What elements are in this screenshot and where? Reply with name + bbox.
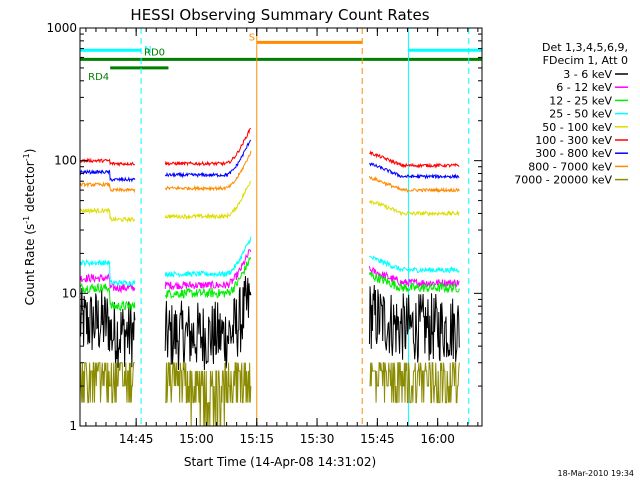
y-tick-label: 10 <box>62 286 77 300</box>
status-flags: N S RD0 RD4 <box>80 32 482 83</box>
legend-header-line-2: FDecim 1, Att 0 <box>543 54 628 67</box>
legend-label-300-800-kev: 300 - 800 keV <box>535 147 612 160</box>
series-25-50-kev-trace <box>369 255 460 274</box>
flag-label-rd0: RD0 <box>144 47 165 58</box>
y-axis-label: Count Rate (s-1 detector-1) <box>22 149 37 306</box>
series-6-12-kev-trace <box>164 249 252 291</box>
series-50-100-kev-trace <box>164 180 251 221</box>
x-tick-label: 15:15 <box>239 432 274 446</box>
y-tick-label: 100 <box>54 154 77 168</box>
legend-header-line-1: Det 1,3,4,5,6,9, <box>542 41 628 54</box>
legend-label-12-25-kev: 12 - 25 keV <box>549 94 612 107</box>
chart-title: HESSI Observing Summary Count Rates <box>130 6 429 24</box>
legend-label-7000-20000-kev: 7000 - 20000 keV <box>514 174 612 187</box>
y-tick-label: 1000 <box>46 21 77 35</box>
series-25-50-kev-trace <box>164 236 252 278</box>
plot-frame <box>79 27 483 427</box>
flag-label-s: S <box>249 32 255 43</box>
series-25-50-kev-trace <box>80 258 136 287</box>
series-12-25-kev-trace <box>164 256 252 300</box>
flag-label-rd4: RD4 <box>88 72 109 83</box>
series-100-300-kev-trace <box>164 127 251 167</box>
series-6-12-kev-trace <box>368 266 460 288</box>
series-12-25-kev-trace <box>368 271 460 294</box>
legend-label-800-7000-kev: 800 - 7000 keV <box>528 160 612 173</box>
x-axis-label: Start Time (14-Apr-08 14:31:02) <box>184 455 376 469</box>
legend: Det 1,3,4,5,6,9, FDecim 1, Att 0 3 - 6 k… <box>514 41 628 187</box>
legend-label-6-12-kev: 6 - 12 keV <box>556 81 612 94</box>
series-800-7000-kev-trace <box>368 175 460 194</box>
interval-markers <box>80 28 470 426</box>
x-tick-label: 15:00 <box>179 432 214 446</box>
series-300-800-kev-trace <box>369 162 460 180</box>
x-tick-label: 14:45 <box>119 432 154 446</box>
axes: 14:45 15:00 15:15 15:30 15:45 16:00 1 10 100 1000 <box>46 21 482 446</box>
legend-label-25-50-kev: 25 - 50 keV <box>549 108 612 121</box>
series-100-300-kev-trace <box>80 157 136 167</box>
series-50-100-kev-trace <box>80 207 136 224</box>
series-800-7000-kev-trace <box>80 181 136 194</box>
series-300-800-kev-trace <box>80 168 136 183</box>
x-tick-label: 15:30 <box>300 432 335 446</box>
series-300-800-kev-trace <box>164 139 252 179</box>
legend-label-3-6-kev: 3 - 6 keV <box>563 68 612 81</box>
x-tick-label: 15:45 <box>360 432 395 446</box>
data-series <box>80 127 460 426</box>
series-7000-20000-kev-trace <box>80 362 135 404</box>
series-100-300-kev-trace <box>369 150 460 169</box>
series-3-6-kev-trace <box>368 285 460 363</box>
series-3-6-kev-trace <box>80 288 136 368</box>
series-800-7000-kev-trace <box>164 150 252 192</box>
flag-label-n: N <box>144 45 151 56</box>
series-12-25-kev-trace <box>80 282 136 313</box>
y-tick-label: 1 <box>69 419 77 433</box>
legend-label-100-300-kev: 100 - 300 keV <box>535 134 612 147</box>
series-7000-20000-kev-trace <box>369 362 460 404</box>
x-tick-label: 16:00 <box>420 432 455 446</box>
series-3-6-kev-trace <box>164 276 252 371</box>
legend-label-50-100-kev: 50 - 100 keV <box>542 121 612 134</box>
series-7000-20000-kev-trace <box>165 362 252 426</box>
generation-timestamp: 18-Mar-2010 19:34 <box>558 469 635 478</box>
series-50-100-kev-trace <box>368 199 460 217</box>
series-6-12-kev-trace <box>80 272 136 294</box>
